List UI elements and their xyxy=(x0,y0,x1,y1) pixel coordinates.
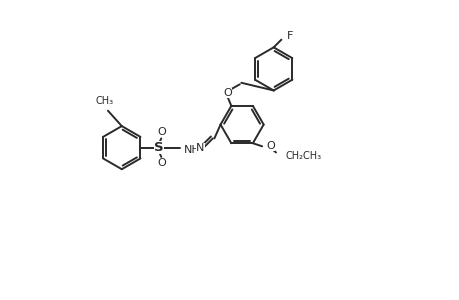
Text: O: O xyxy=(157,158,165,168)
Text: O: O xyxy=(223,88,231,98)
Text: N: N xyxy=(196,143,204,153)
Text: CH₃: CH₃ xyxy=(95,96,113,106)
Text: O: O xyxy=(265,141,274,151)
Text: NH: NH xyxy=(184,145,201,155)
Text: O: O xyxy=(157,127,165,137)
Text: F: F xyxy=(286,31,292,41)
Text: CH₂CH₃: CH₂CH₃ xyxy=(285,151,321,161)
Text: S: S xyxy=(154,141,163,154)
